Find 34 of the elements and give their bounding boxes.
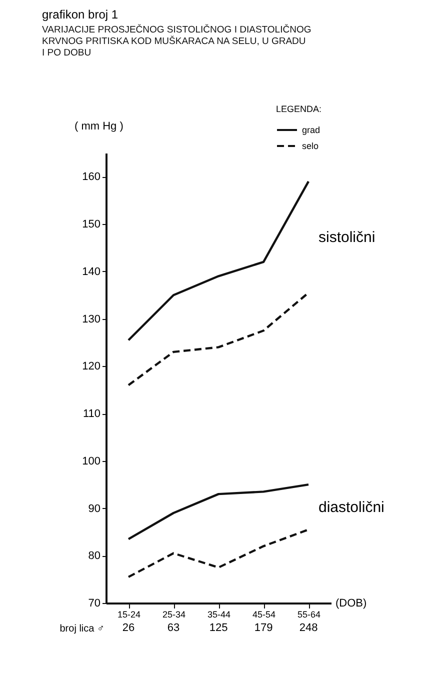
x-tick-label: 15-24 xyxy=(117,610,141,620)
y-tick-label: 110 xyxy=(82,408,100,420)
data-label: 179 xyxy=(254,622,273,634)
legend-title: LEGENDA: xyxy=(276,104,322,114)
x-tick-label: 25-34 xyxy=(162,610,186,620)
y-tick-label: 140 xyxy=(82,266,100,278)
line-series xyxy=(127,292,310,386)
line-series xyxy=(127,528,310,578)
chart-subtitle: VARIJACIJE PROSJEČNOG SISTOLIČNOG I DIASTOLIČNOG KRVNOG PRITISKA KOD MUŠKARACA NA SELU, U GRADU I PO DOBU xyxy=(42,24,312,58)
annotation: sistolični xyxy=(318,229,376,246)
y-tick-label: 160 xyxy=(82,171,100,184)
y-tick-label: 150 xyxy=(82,218,100,231)
y-tick-label: 100 xyxy=(82,455,100,468)
annotation: diastolični xyxy=(318,499,384,516)
x-axis-title: (DOB) xyxy=(336,598,367,610)
y-tick-label: 80 xyxy=(88,550,100,562)
y-axis-title: ( mm Hg ) xyxy=(74,120,124,132)
line-series xyxy=(127,483,310,540)
data-label: 26 xyxy=(122,622,135,634)
data-label: 63 xyxy=(167,622,180,634)
y-tick-label: 90 xyxy=(88,502,100,515)
x-tick-label: 55-64 xyxy=(297,610,321,620)
data-label: 125 xyxy=(209,622,228,634)
data-label: 248 xyxy=(299,622,318,634)
text: broj lica ♂ xyxy=(60,624,104,634)
legend-label: grad xyxy=(302,125,320,135)
legend-label: selo xyxy=(302,141,319,151)
x-tick-label: 45-54 xyxy=(252,610,276,620)
x-tick-label: 35-44 xyxy=(207,610,231,620)
y-tick-label: 120 xyxy=(82,360,100,373)
y-tick-label: 130 xyxy=(82,313,100,326)
line-series xyxy=(127,180,310,342)
chart-title: grafikon broj 1 xyxy=(42,8,118,22)
y-tick-label: 70 xyxy=(88,598,100,610)
